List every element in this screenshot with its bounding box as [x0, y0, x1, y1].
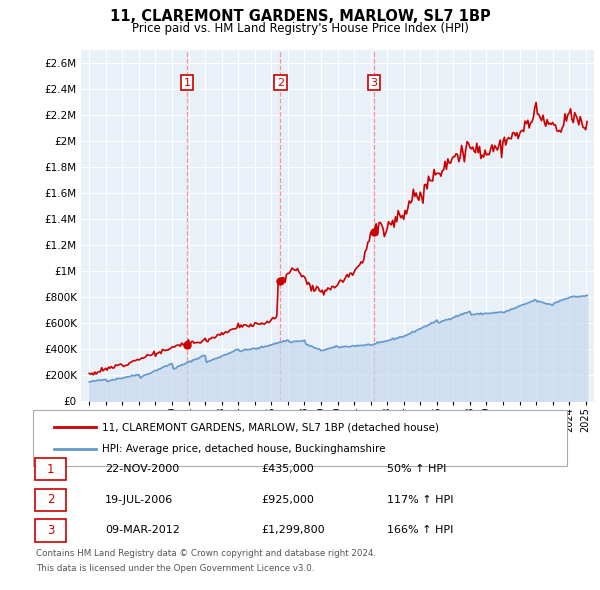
Text: Price paid vs. HM Land Registry's House Price Index (HPI): Price paid vs. HM Land Registry's House …: [131, 22, 469, 35]
Text: 50% ↑ HPI: 50% ↑ HPI: [387, 464, 446, 474]
Text: 166% ↑ HPI: 166% ↑ HPI: [387, 526, 454, 535]
Text: 1: 1: [47, 463, 54, 476]
Text: 2: 2: [47, 493, 54, 506]
Text: 2: 2: [277, 78, 284, 88]
Text: HPI: Average price, detached house, Buckinghamshire: HPI: Average price, detached house, Buck…: [102, 444, 386, 454]
Text: 1: 1: [184, 78, 190, 88]
Text: £1,299,800: £1,299,800: [261, 526, 325, 535]
Text: This data is licensed under the Open Government Licence v3.0.: This data is licensed under the Open Gov…: [36, 565, 314, 573]
Text: 19-JUL-2006: 19-JUL-2006: [105, 495, 173, 504]
Text: 117% ↑ HPI: 117% ↑ HPI: [387, 495, 454, 504]
Text: 09-MAR-2012: 09-MAR-2012: [105, 526, 180, 535]
Text: £925,000: £925,000: [261, 495, 314, 504]
Text: 3: 3: [47, 524, 54, 537]
Text: 3: 3: [370, 78, 377, 88]
Text: £435,000: £435,000: [261, 464, 314, 474]
Text: 11, CLAREMONT GARDENS, MARLOW, SL7 1BP: 11, CLAREMONT GARDENS, MARLOW, SL7 1BP: [110, 9, 490, 24]
Text: 11, CLAREMONT GARDENS, MARLOW, SL7 1BP (detached house): 11, CLAREMONT GARDENS, MARLOW, SL7 1BP (…: [102, 422, 439, 432]
Text: Contains HM Land Registry data © Crown copyright and database right 2024.: Contains HM Land Registry data © Crown c…: [36, 549, 376, 558]
Text: 22-NOV-2000: 22-NOV-2000: [105, 464, 179, 474]
